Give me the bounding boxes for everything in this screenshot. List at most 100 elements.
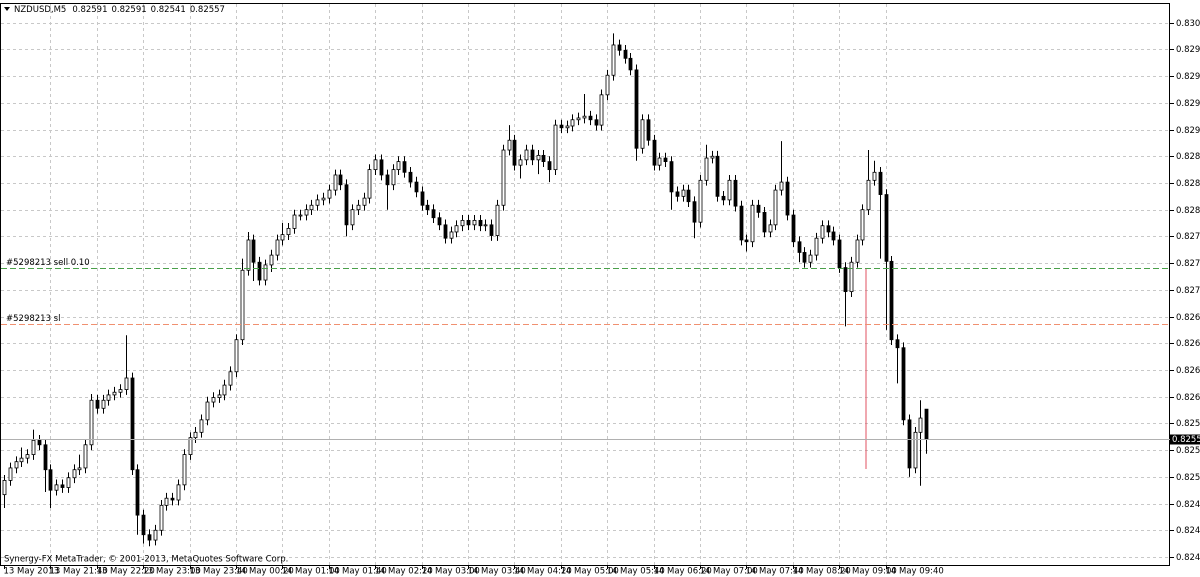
y-tick-label: 0.82725 [1176,286,1200,296]
candle-body [25,454,30,459]
candle-body [524,149,529,161]
candle-body [710,155,715,159]
grid [1,4,1170,565]
order-label: #5298213 sell 0.10 [6,258,90,268]
order-label: #5298213 sl [6,314,60,324]
candle-body [797,241,802,253]
candle-body [478,219,483,227]
candle-body [164,497,169,506]
candle-body [199,419,204,433]
candle-body [559,124,564,129]
y-tick-label: 0.82695 [1176,313,1200,323]
candle-body [634,69,639,149]
candle-body [356,204,361,211]
candle-body [512,139,517,166]
candle-body [159,504,164,531]
candle-body [135,469,140,516]
candle-body [396,161,401,171]
x-tick-label: 13 May 2013 [4,567,59,577]
candle-body [582,115,587,119]
x-tick-label: 14 May 07:40 [746,567,804,577]
candle-body [83,444,88,469]
candle-body [89,399,94,446]
x-tick-label: 14 May 07:00 [700,567,758,577]
candles [2,33,929,547]
y-tick-label: 0.82545 [1176,446,1200,456]
y-tick-label: 0.82845 [1176,179,1200,189]
candle-body [292,214,297,229]
candle-body [675,191,680,197]
candle-body [240,269,245,341]
x-tick-label: 14 May 04:20 [514,567,572,577]
candle-body [831,231,836,241]
candle-body [739,205,744,241]
candle-body [866,179,871,211]
candle-body [924,408,929,440]
candle-body [275,239,280,256]
x-tick-label: 14 May 09:00 [839,567,897,577]
x-tick-label: 14 May 05:40 [607,567,665,577]
y-tick-label: 0.82515 [1176,473,1200,483]
x-tick-label: 14 May 01:00 [282,567,340,577]
candle-body [443,224,448,239]
candle-body [176,484,181,501]
candle-body [72,469,77,479]
y-tick-label: 0.82575 [1176,419,1200,429]
candle-body [588,115,593,121]
candle-body [489,224,494,236]
candle-body [431,209,436,219]
candle-body [681,189,686,197]
candle-body [257,261,262,281]
candle-body [234,339,239,373]
candle-body [698,179,703,223]
candle-body [153,529,158,541]
candle-body [141,514,146,536]
candle-body [170,497,175,501]
candle-body [211,397,216,403]
candle-body [901,347,906,421]
candle-body [779,181,784,191]
candle-body [808,254,813,263]
candle-body [913,431,918,469]
candle-body [721,195,726,201]
candle-body [820,225,825,239]
y-tick-label: 0.82965 [1176,72,1200,82]
candle-body [379,159,384,176]
candle-body [472,219,477,226]
x-tick-label: 14 May 02:20 [375,567,433,577]
y-tick-label: 0.82785 [1176,232,1200,242]
candle-body [54,484,59,491]
chart-header: NZDUSD,M5 0.82591 0.82591 0.82541 0.82557 [14,5,225,15]
candle-body [385,174,390,186]
candle-body [338,174,343,186]
candle-body [66,477,71,488]
candle-body [454,225,459,233]
y-tick-label: 0.82995 [1176,45,1200,55]
candle-body [547,161,552,171]
candle-body [362,197,367,206]
candle-body [826,225,831,233]
candle-body [565,125,570,129]
y-tick-label: 0.82935 [1176,99,1200,109]
candle-body [43,444,48,471]
dropdown-icon [4,7,10,11]
x-tick-label: 14 May 08:20 [793,567,851,577]
candle-body [849,261,854,293]
candle-body [750,204,755,243]
y-tick-label: 0.82425 [1176,553,1200,563]
candle-body [536,154,541,161]
candle-body [263,264,268,281]
candle-body [756,204,761,213]
candle-body [286,227,291,236]
candle-body [507,139,512,151]
candle-body [785,181,790,216]
candle-body [646,119,651,141]
x-tick-label: 13 May 23:00 [143,567,201,577]
candle-body [101,399,106,409]
candle-body [623,49,628,59]
candle-body [460,219,465,227]
x-tick-label: 14 May 06:20 [654,567,712,577]
candle-body [657,157,662,166]
y-tick-label: 0.82875 [1176,152,1200,162]
